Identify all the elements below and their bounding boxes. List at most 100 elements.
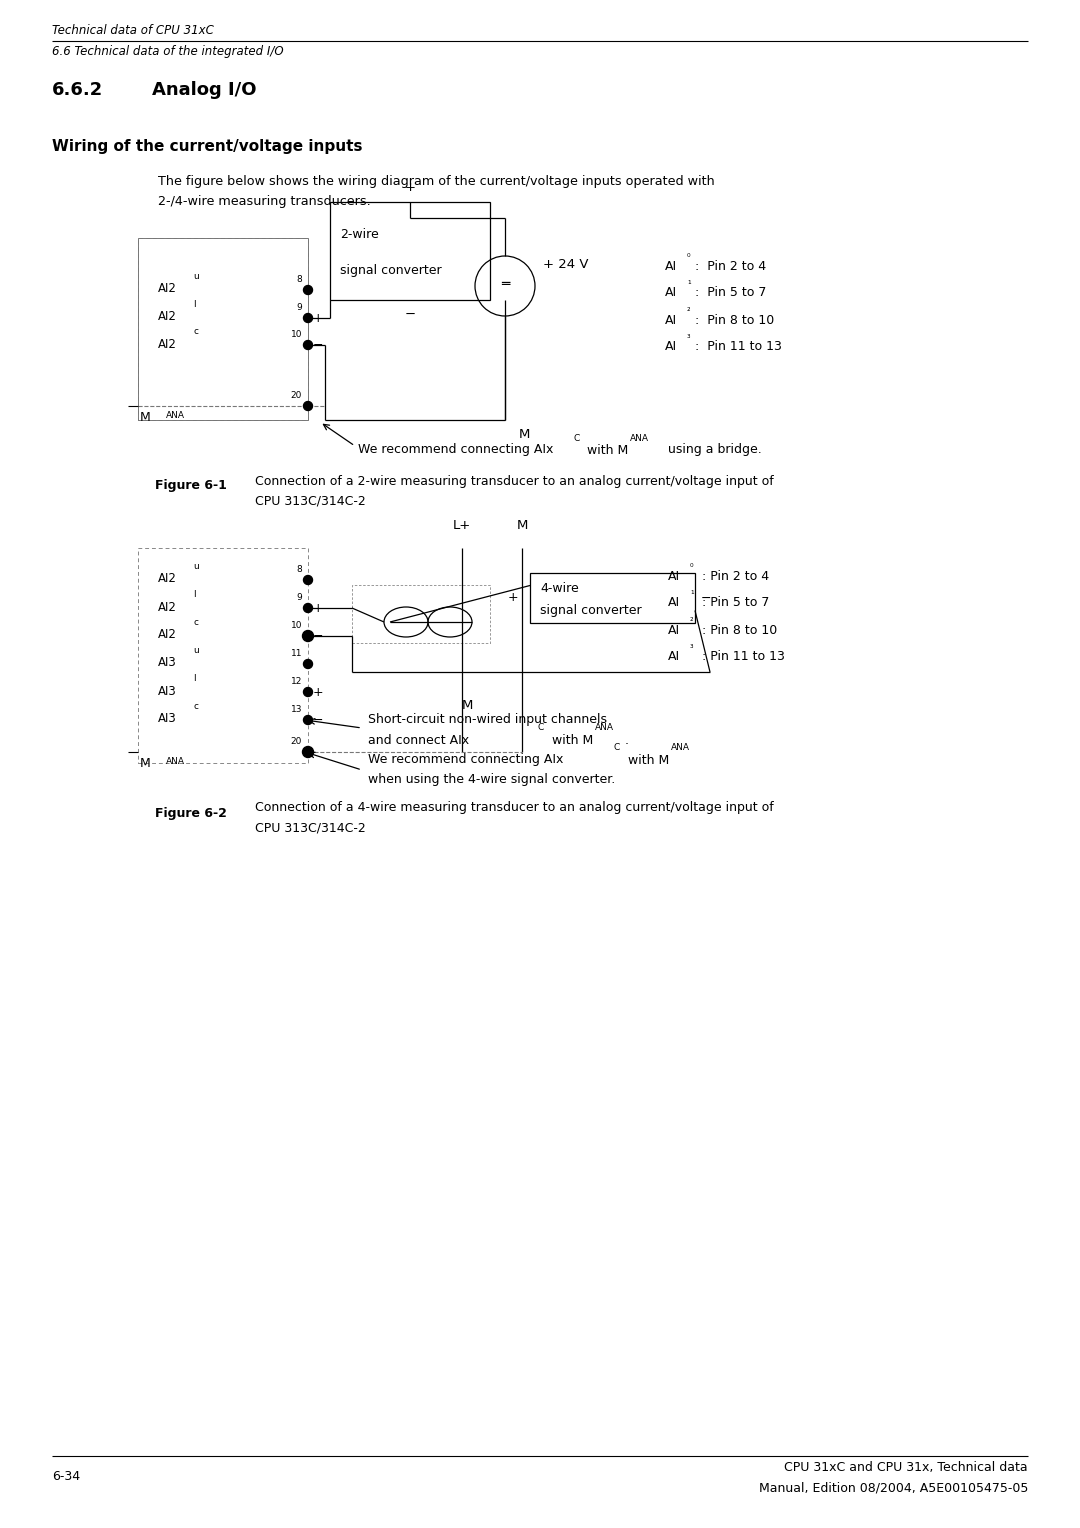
Text: 8: 8 <box>296 275 302 284</box>
Text: : Pin 11 to 13: : Pin 11 to 13 <box>698 651 785 663</box>
Text: AI: AI <box>665 313 677 327</box>
Text: AI2: AI2 <box>158 573 177 585</box>
Text: using a bridge.: using a bridge. <box>664 443 761 457</box>
Text: M: M <box>519 428 530 442</box>
Text: M: M <box>462 700 473 712</box>
Circle shape <box>303 576 312 585</box>
Circle shape <box>303 286 312 295</box>
Text: Manual, Edition 08/2004, A5E00105475-05: Manual, Edition 08/2004, A5E00105475-05 <box>758 1482 1028 1494</box>
Text: : Pin 5 to 7: : Pin 5 to 7 <box>698 596 769 610</box>
Text: u: u <box>193 272 199 281</box>
Text: 20: 20 <box>291 391 302 400</box>
Text: :  Pin 8 to 10: : Pin 8 to 10 <box>696 313 774 327</box>
Text: ₁: ₁ <box>690 587 693 596</box>
Text: 10: 10 <box>291 620 302 630</box>
Text: Wiring of the current/voltage inputs: Wiring of the current/voltage inputs <box>52 139 363 153</box>
Text: ₀: ₀ <box>690 559 693 568</box>
Circle shape <box>303 688 312 697</box>
Text: The figure below shows the wiring diagram of the current/voltage inputs operated: The figure below shows the wiring diagra… <box>158 176 715 188</box>
Text: M: M <box>140 756 151 770</box>
Text: CPU 313C/314C-2: CPU 313C/314C-2 <box>255 822 366 834</box>
Text: AI2: AI2 <box>158 338 177 350</box>
Text: +: + <box>313 686 324 698</box>
Text: with M: with M <box>583 443 629 457</box>
Text: 6-34: 6-34 <box>52 1470 80 1482</box>
Text: M: M <box>516 520 528 532</box>
Text: AI: AI <box>669 570 680 582</box>
Text: AI: AI <box>665 341 677 353</box>
Bar <box>530 573 696 623</box>
Circle shape <box>302 747 313 758</box>
Text: M: M <box>140 411 151 423</box>
Bar <box>352 585 490 643</box>
Circle shape <box>303 402 312 411</box>
Text: −: − <box>313 630 324 642</box>
Circle shape <box>303 715 312 724</box>
Text: We recommend connecting AIx: We recommend connecting AIx <box>368 753 564 767</box>
Text: when using the 4-wire signal converter.: when using the 4-wire signal converter. <box>368 773 616 785</box>
Text: with M: with M <box>624 753 670 767</box>
Text: −: − <box>313 339 324 351</box>
Text: .: . <box>625 733 629 747</box>
Text: AI2: AI2 <box>158 628 177 642</box>
Text: AI3: AI3 <box>158 685 177 697</box>
Text: +: + <box>313 312 324 324</box>
Text: 13: 13 <box>291 704 302 714</box>
Text: 11: 11 <box>291 649 302 659</box>
Text: ₃: ₃ <box>687 332 690 341</box>
Text: AI: AI <box>665 260 677 272</box>
Text: CPU 31xC and CPU 31x, Technical data: CPU 31xC and CPU 31x, Technical data <box>784 1461 1028 1475</box>
Text: 2-wire: 2-wire <box>340 228 379 241</box>
Text: 20: 20 <box>291 736 302 746</box>
Bar <box>138 549 308 762</box>
Text: AI: AI <box>669 651 680 663</box>
Text: Analog I/O: Analog I/O <box>152 81 257 99</box>
Text: C: C <box>573 434 579 443</box>
Text: ₀: ₀ <box>687 251 690 260</box>
Text: AI3: AI3 <box>158 657 177 669</box>
Text: ₂: ₂ <box>690 614 693 623</box>
Text: +: + <box>405 180 416 194</box>
Text: 8: 8 <box>296 565 302 575</box>
Text: and connect AIx: and connect AIx <box>368 733 469 747</box>
Circle shape <box>303 660 312 669</box>
Text: 2-/4-wire measuring transducers.: 2-/4-wire measuring transducers. <box>158 194 370 208</box>
Text: :  Pin 2 to 4: : Pin 2 to 4 <box>696 260 766 272</box>
Text: ANA: ANA <box>630 434 649 443</box>
Text: C: C <box>538 723 544 732</box>
Text: signal converter: signal converter <box>540 604 642 617</box>
Text: : Pin 2 to 4: : Pin 2 to 4 <box>698 570 769 582</box>
Text: c: c <box>193 617 198 626</box>
Text: +: + <box>313 602 324 614</box>
Text: with M: with M <box>548 733 593 747</box>
Text: I: I <box>193 299 195 309</box>
Text: Figure 6-1: Figure 6-1 <box>156 480 227 492</box>
Text: I: I <box>193 674 195 683</box>
Text: Figure 6-2: Figure 6-2 <box>156 807 227 819</box>
Text: AI: AI <box>669 596 680 610</box>
Text: ₃: ₃ <box>690 642 693 649</box>
Text: signal converter: signal converter <box>340 264 442 277</box>
Text: + 24 V: + 24 V <box>543 258 589 270</box>
Bar <box>138 238 308 420</box>
Text: Connection of a 2-wire measuring transducer to an analog current/voltage input o: Connection of a 2-wire measuring transdu… <box>255 475 773 487</box>
Text: ANA: ANA <box>671 743 690 752</box>
Text: :  Pin 11 to 13: : Pin 11 to 13 <box>696 341 782 353</box>
Text: ═: ═ <box>501 277 509 290</box>
Text: 9: 9 <box>296 303 302 312</box>
Bar <box>138 238 308 420</box>
Circle shape <box>303 313 312 322</box>
Text: AI: AI <box>665 287 677 299</box>
Text: Short-circuit non-wired input channels: Short-circuit non-wired input channels <box>368 714 607 726</box>
Text: ₁: ₁ <box>687 277 690 286</box>
Text: 10: 10 <box>291 330 302 339</box>
Text: AI2: AI2 <box>158 310 177 324</box>
Circle shape <box>303 747 312 756</box>
Text: 9: 9 <box>296 593 302 602</box>
Circle shape <box>303 604 312 613</box>
Text: Connection of a 4-wire measuring transducer to an analog current/voltage input o: Connection of a 4-wire measuring transdu… <box>255 802 773 814</box>
Text: u: u <box>193 646 199 656</box>
Text: AI2: AI2 <box>158 283 177 295</box>
Text: AI: AI <box>669 623 680 637</box>
Text: 6.6.2: 6.6.2 <box>52 81 104 99</box>
